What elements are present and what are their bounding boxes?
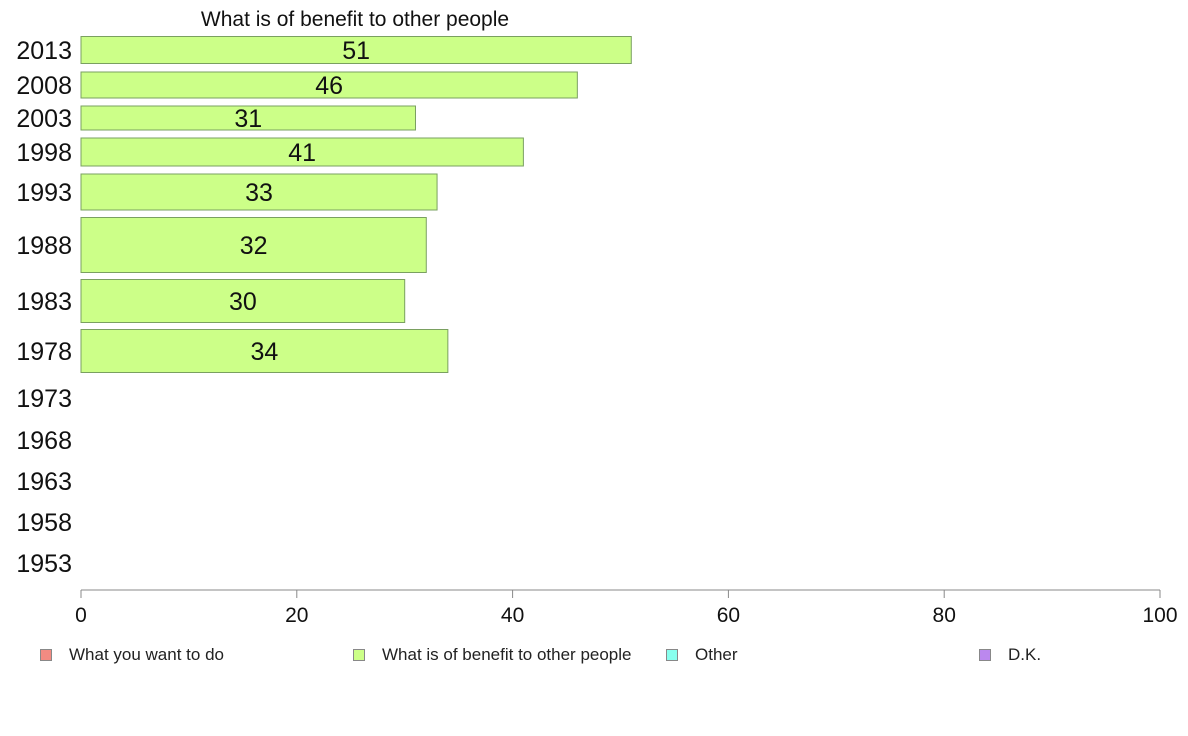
data-label-1998: 41 bbox=[288, 139, 316, 167]
category-label-1973: 1973 bbox=[16, 385, 72, 413]
category-label-1988: 1988 bbox=[16, 232, 72, 260]
data-label-2013: 51 bbox=[342, 37, 370, 65]
bar-chart: What is of benefit to other people 51 46 3… bbox=[16, 8, 1177, 627]
legend-label: D.K. bbox=[1008, 645, 1042, 664]
x-tick-label-80: 80 bbox=[933, 604, 956, 627]
chart-title: What is of benefit to other people bbox=[201, 8, 509, 31]
bar-2008 bbox=[80, 71, 578, 99]
x-tick-label-0: 0 bbox=[75, 604, 87, 627]
category-label-2003: 2003 bbox=[16, 105, 72, 133]
data-label-1983: 30 bbox=[229, 288, 257, 316]
legend-swatch bbox=[40, 649, 52, 661]
bar-1993 bbox=[80, 173, 438, 211]
category-label-1963: 1963 bbox=[16, 468, 72, 496]
legend-swatch bbox=[353, 649, 365, 661]
bar-2013 bbox=[80, 36, 632, 64]
data-label-1993: 33 bbox=[245, 179, 273, 207]
bar-1998 bbox=[80, 137, 524, 167]
legend-swatch bbox=[666, 649, 678, 661]
x-tick-label-40: 40 bbox=[501, 604, 524, 627]
legend-label: What you want to do bbox=[69, 645, 224, 664]
legend-swatch bbox=[979, 649, 991, 661]
legend-item-2: Other bbox=[666, 644, 738, 666]
x-tick-label-100: 100 bbox=[1142, 604, 1177, 627]
x-tick-label-20: 20 bbox=[285, 604, 308, 627]
category-label-1998: 1998 bbox=[16, 139, 72, 167]
category-label-1978: 1978 bbox=[16, 338, 72, 366]
bar-1983 bbox=[80, 279, 406, 323]
category-label-2008: 2008 bbox=[16, 72, 72, 100]
legend-label: What is of benefit to other people bbox=[382, 645, 632, 664]
bar-1988 bbox=[80, 217, 427, 273]
legend-item-3: D.K. bbox=[979, 644, 1041, 666]
legend-label: Other bbox=[695, 645, 738, 664]
legend-item-1: What is of benefit to other people bbox=[353, 644, 632, 666]
category-label-2013: 2013 bbox=[16, 37, 72, 65]
category-label-1983: 1983 bbox=[16, 288, 72, 316]
legend: What you want to do What is of benefit to… bbox=[0, 644, 1188, 668]
legend-item-0: What you want to do bbox=[40, 644, 224, 666]
data-label-2003: 31 bbox=[234, 105, 262, 133]
data-label-2008: 46 bbox=[315, 72, 343, 100]
x-tick-label-60: 60 bbox=[717, 604, 740, 627]
data-label-1978: 34 bbox=[251, 338, 279, 366]
category-label-1953: 1953 bbox=[16, 550, 72, 578]
category-label-1958: 1958 bbox=[16, 509, 72, 537]
bar-2003 bbox=[80, 105, 416, 131]
data-label-1988: 32 bbox=[240, 232, 268, 260]
bar-1978 bbox=[80, 329, 449, 373]
category-label-1968: 1968 bbox=[16, 427, 72, 455]
category-label-1993: 1993 bbox=[16, 179, 72, 207]
